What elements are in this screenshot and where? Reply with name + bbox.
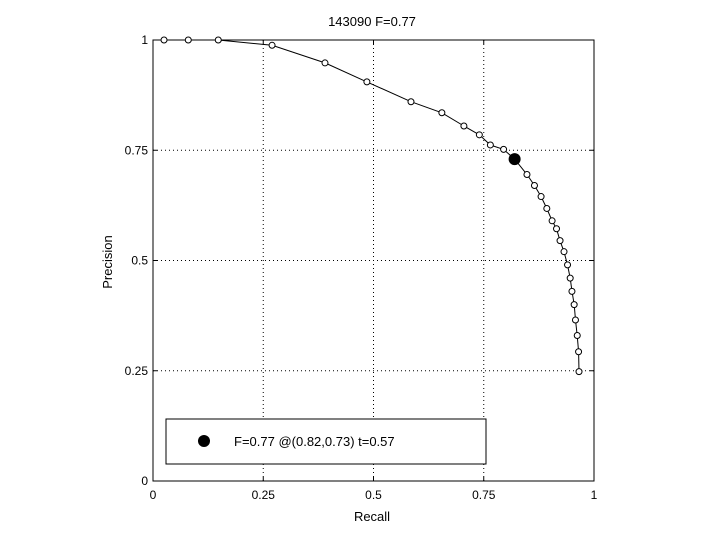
data-point [553,225,561,233]
x-tick-label: 0.5 [365,488,382,502]
series-line [164,39,580,372]
pr-curve [164,39,580,372]
axes: 0 0.25 0.5 0.75 1 0 0.25 0.5 0.75 1 [125,33,598,502]
legend-box [165,418,487,465]
y-tick-label: 0.5 [131,254,148,268]
data-points [160,36,583,376]
data-point [556,237,564,245]
data-point [571,316,579,324]
data-point [575,368,583,376]
data-point [486,141,494,149]
data-point [573,331,581,339]
data-point [184,36,192,44]
x-tick-label: 1 [591,488,598,502]
data-point [548,217,556,225]
legend-text: F=0.77 @(0.82,0.73) t=0.57 [234,434,395,449]
x-tick-label: 0.25 [252,488,276,502]
x-axis-label: Recall [354,509,390,524]
data-point [460,122,468,130]
data-point [523,171,531,179]
data-point [537,193,545,201]
data-point [530,182,538,190]
best-f-point [508,153,521,166]
data-point [500,145,508,153]
data-point [543,204,551,212]
data-point [566,274,574,282]
data-point [214,36,222,44]
y-tick-label: 0.75 [125,143,149,157]
x-tick-label: 0.75 [472,488,496,502]
grid [153,40,594,481]
data-point [438,109,446,117]
data-point [568,287,576,295]
legend: F=0.77 @(0.82,0.73) t=0.57 [165,418,487,465]
data-point [564,261,572,269]
data-point [268,41,276,49]
data-point [363,78,371,86]
data-point [575,348,583,356]
chart-title: 143090 F=0.77 [328,14,416,29]
legend-marker [198,435,210,447]
y-axis-label: Precision [100,235,115,288]
x-tick-label: 0 [150,488,157,502]
data-point [160,36,168,44]
y-tick-label: 1 [141,33,148,47]
y-tick-label: 0 [141,474,148,488]
data-point [560,248,568,256]
data-point [407,98,415,106]
data-point [475,131,483,139]
y-tick-label: 0.25 [125,364,149,378]
data-point [570,301,578,309]
data-point [321,59,329,67]
